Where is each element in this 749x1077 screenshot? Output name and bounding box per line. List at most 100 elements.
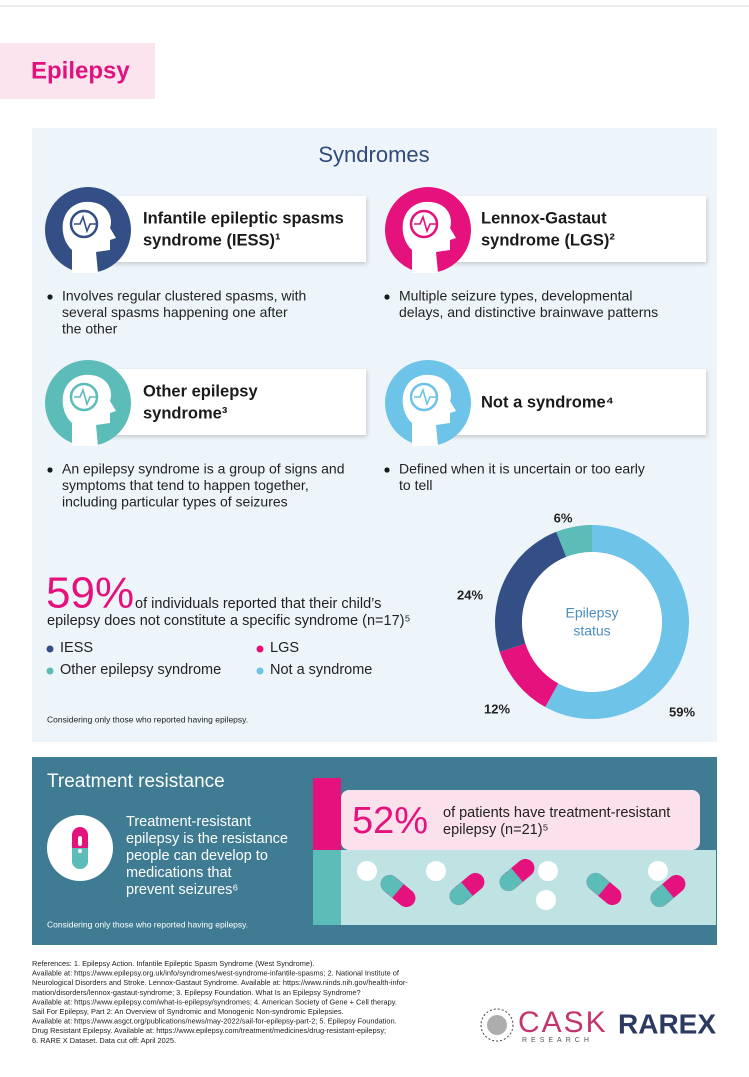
stat-box	[341, 790, 700, 850]
capsule-half	[657, 884, 674, 902]
card-box	[110, 196, 366, 262]
capsule	[650, 874, 686, 908]
donut-segment	[495, 531, 567, 652]
tablet	[538, 861, 558, 881]
page-title: Epilepsy	[31, 57, 130, 84]
cask-sub: RESEARCH	[522, 1037, 593, 1044]
donut-segment	[499, 643, 559, 708]
reference-line: Sail For Epilepsy, Part 2: An Overview o…	[32, 1007, 344, 1016]
teal-bar	[313, 850, 341, 925]
brain-mark	[409, 382, 439, 412]
capsule-half	[456, 882, 473, 900]
capsule	[586, 872, 622, 906]
donut-hole	[522, 552, 662, 692]
donut-segment	[545, 525, 689, 719]
legend-dot	[46, 645, 54, 653]
treatment-text: epilepsy is the resistance	[126, 831, 288, 847]
center-label: status	[573, 623, 610, 639]
section-title: Syndromes	[318, 142, 429, 167]
data-label: 24%	[457, 587, 483, 602]
syndrome-description: Multiple seizure types, developmental	[399, 288, 632, 304]
capsule	[499, 858, 535, 892]
brain-mark	[69, 209, 99, 239]
tablet	[536, 890, 556, 910]
treatment-stat-text: of patients have treatment-resistant	[443, 805, 670, 821]
data-label: 6%	[554, 510, 573, 525]
card-box	[110, 369, 366, 435]
legend-label: Not a syndrome	[270, 662, 372, 678]
pill-icon	[72, 827, 88, 869]
capsule	[449, 872, 485, 906]
reference-line: Drug Resistant Epilepsy. Available at: h…	[32, 1026, 386, 1035]
syndrome-name: Lennox-Gastaut	[481, 209, 607, 227]
brain-mark	[69, 382, 99, 412]
reference-line: Available at: https://www.epilepsy.org.u…	[32, 969, 400, 978]
syndrome-description: including particular types of seizures	[62, 494, 288, 510]
treatment-stat-text: epilepsy (n=21)⁵	[443, 822, 549, 838]
brain-mark	[409, 209, 439, 239]
rarex-text: RAREX	[618, 1008, 716, 1039]
capsule-half	[506, 868, 523, 886]
syndrome-name: Other epilepsy	[143, 382, 258, 400]
syndrome-description: Defined when it is uncertain or too earl…	[399, 461, 645, 477]
treatment-text: prevent seizures⁶	[126, 882, 238, 898]
reference-line: Available at: https://www.asgct.org/publ…	[32, 1017, 397, 1026]
bullet	[47, 294, 53, 300]
legend-dot	[256, 645, 264, 653]
syndrome-description: the other	[62, 321, 118, 337]
data-label: 12%	[484, 701, 510, 716]
donut-segment	[556, 525, 592, 557]
reference-line: 6. RARE X Dataset. Data cut off: April 2…	[32, 1036, 176, 1045]
legend-label: LGS	[270, 640, 299, 656]
bullet	[384, 294, 390, 300]
capsule-half	[387, 880, 404, 898]
center-label: Epilepsy	[566, 605, 619, 621]
treatment-text: people can develop to	[126, 848, 268, 864]
pills	[357, 858, 686, 910]
syndrome-description: to tell	[399, 477, 432, 493]
syndrome-description: several spasms happening one after	[62, 304, 288, 320]
big-stat: 59%	[46, 569, 134, 618]
treatment-text: Treatment-resistant	[126, 814, 251, 830]
reference-line: Available at: https://www.epilepsy.com/w…	[32, 997, 397, 1006]
syndrome-name: syndrome (LGS)²	[481, 231, 615, 249]
pulse-mark	[414, 214, 436, 234]
footnote: Considering only those who reported havi…	[47, 919, 248, 929]
treatment-stat: 52%	[352, 800, 428, 842]
syndrome-name: Not a syndrome⁴	[481, 393, 614, 411]
syndrome-name: syndrome (IESS)¹	[143, 231, 281, 249]
pulse-mark	[74, 214, 96, 234]
footnote: Considering only those who reported havi…	[47, 714, 248, 724]
syndrome-description: An epilepsy syndrome is a group of signs…	[62, 461, 345, 477]
head-silhouette	[62, 374, 116, 446]
syndrome-name: syndrome³	[143, 404, 228, 422]
pulse-mark	[74, 387, 96, 407]
syndrome-description: delays, and distinctive brainwave patter…	[399, 304, 658, 320]
card-box	[450, 369, 706, 435]
bullet	[47, 467, 53, 473]
pulse-mark	[414, 387, 436, 407]
head-silhouette	[402, 374, 456, 446]
tablet	[426, 861, 446, 881]
syndrome-description: symptoms that tend to happen together,	[62, 477, 309, 493]
pink-bar	[313, 778, 341, 850]
cask-logo	[480, 1008, 514, 1042]
bullet	[384, 467, 390, 473]
card-box	[450, 196, 706, 262]
reference-line: mation/disorders/lennox-gastaut-syndrome…	[32, 988, 361, 997]
treatment-text: medications that	[126, 865, 232, 881]
cask-text: CASK	[518, 1006, 608, 1039]
title-box	[0, 43, 155, 99]
syndrome-description: Involves regular clustered spasms, with	[62, 288, 306, 304]
capsule	[380, 874, 416, 908]
reference-line: References: 1. Epilepsy Action. Infantil…	[32, 959, 314, 968]
legend-label: IESS	[60, 640, 93, 656]
legend-label: Other epilepsy syndrome	[60, 662, 221, 678]
head-silhouette	[62, 201, 116, 273]
stat-text: epilepsy does not constitute a specific …	[47, 613, 410, 629]
head-silhouette	[402, 201, 456, 273]
syndrome-name: Infantile epileptic spasms	[143, 209, 344, 227]
legend-dot	[256, 667, 264, 675]
